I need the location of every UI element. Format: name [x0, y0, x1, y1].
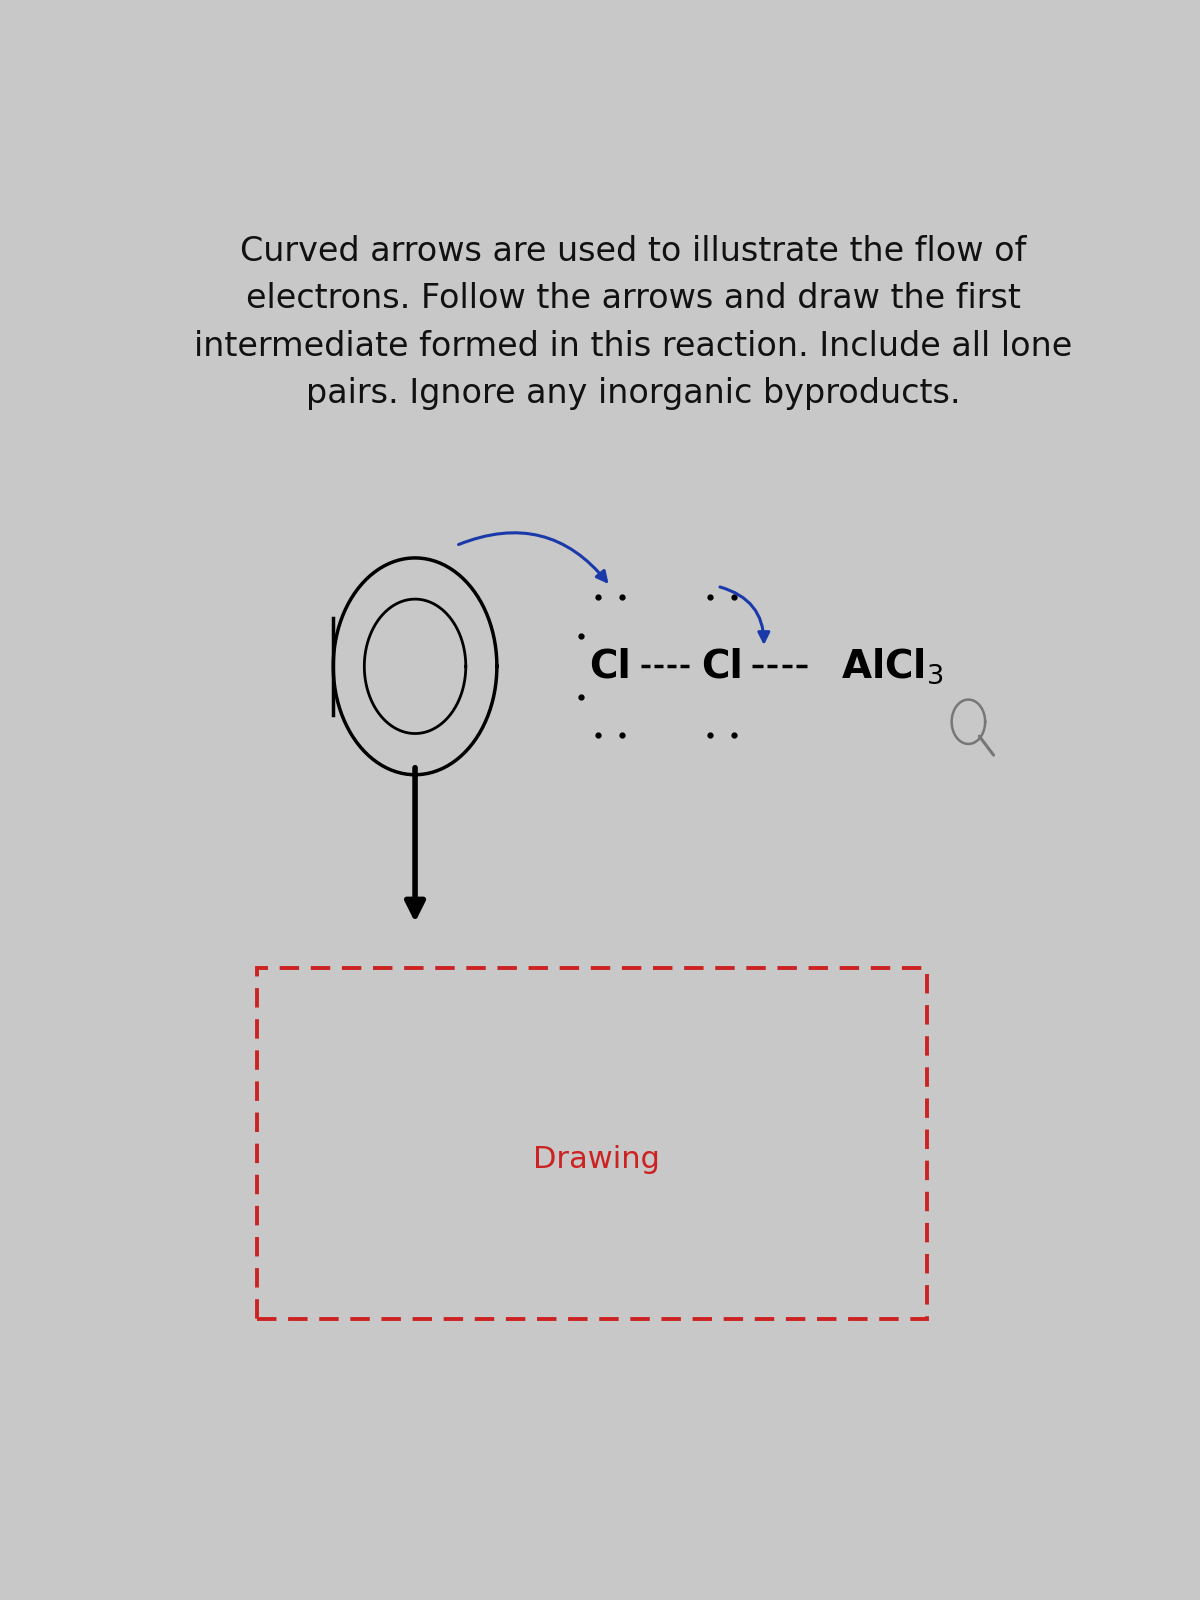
Text: Cl: Cl	[701, 648, 743, 685]
Text: Drawing: Drawing	[533, 1144, 660, 1174]
Text: Curved arrows are used to illustrate the flow of
electrons. Follow the arrows an: Curved arrows are used to illustrate the…	[194, 235, 1073, 410]
Text: AlCl$_3$: AlCl$_3$	[841, 646, 943, 686]
Text: Cl: Cl	[589, 648, 631, 685]
